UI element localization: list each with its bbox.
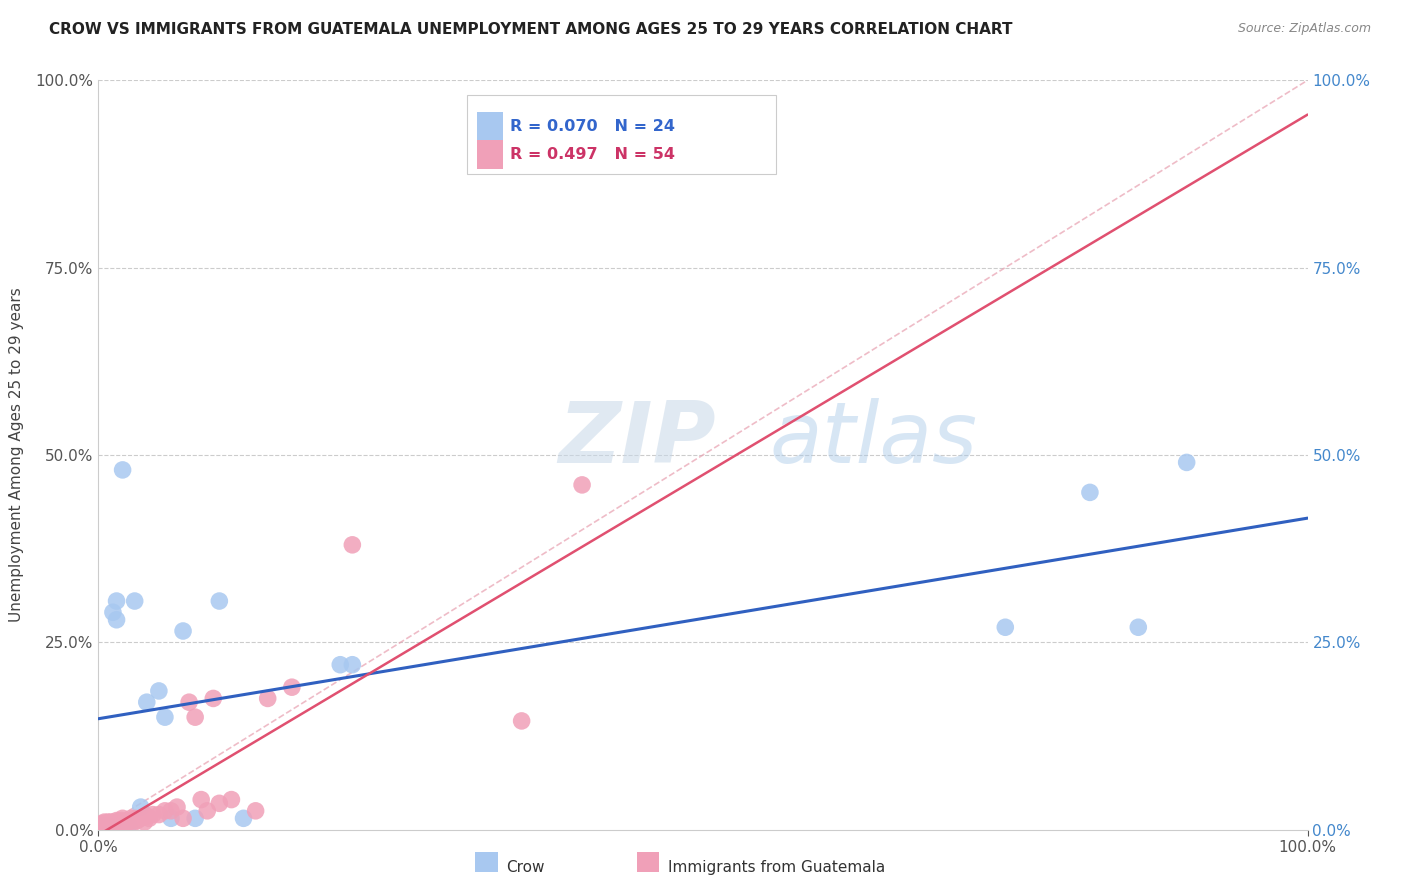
Point bbox=[93, 819, 115, 833]
Point bbox=[118, 815, 141, 830]
Point bbox=[105, 814, 128, 828]
Point bbox=[129, 811, 152, 825]
Text: ZIP: ZIP bbox=[558, 399, 716, 482]
Point bbox=[153, 804, 176, 818]
Point bbox=[571, 478, 593, 492]
Point bbox=[100, 819, 122, 833]
Point bbox=[148, 807, 170, 822]
Point bbox=[1128, 620, 1150, 634]
Point bbox=[91, 816, 114, 830]
Point bbox=[256, 691, 278, 706]
Text: R = 0.497   N = 54: R = 0.497 N = 54 bbox=[509, 147, 675, 161]
Point bbox=[98, 816, 121, 830]
Point bbox=[208, 797, 231, 811]
Point bbox=[153, 710, 176, 724]
Bar bbox=[477, 140, 503, 169]
Point bbox=[202, 691, 225, 706]
Point bbox=[134, 815, 156, 830]
Point bbox=[97, 819, 120, 833]
Point bbox=[160, 811, 183, 825]
Text: atlas: atlas bbox=[769, 399, 977, 482]
Point bbox=[184, 811, 207, 825]
Point bbox=[101, 605, 124, 619]
Point bbox=[118, 819, 141, 833]
Point bbox=[245, 804, 267, 818]
Point bbox=[342, 538, 364, 552]
Point bbox=[97, 815, 120, 830]
Point bbox=[129, 800, 152, 814]
Point bbox=[124, 594, 146, 608]
Point bbox=[124, 811, 146, 825]
Point bbox=[160, 804, 183, 818]
Point bbox=[994, 620, 1017, 634]
Text: Crow: Crow bbox=[506, 860, 544, 874]
Point bbox=[166, 800, 188, 814]
Point bbox=[94, 816, 117, 830]
Point bbox=[90, 819, 112, 833]
Point bbox=[1078, 485, 1101, 500]
Point bbox=[135, 695, 157, 709]
Text: Source: ZipAtlas.com: Source: ZipAtlas.com bbox=[1237, 22, 1371, 36]
Point bbox=[105, 613, 128, 627]
Point bbox=[103, 815, 125, 830]
Point bbox=[101, 816, 124, 830]
Point bbox=[97, 819, 120, 833]
Point bbox=[142, 807, 165, 822]
Point bbox=[510, 714, 533, 728]
Point bbox=[108, 815, 131, 830]
Text: Immigrants from Guatemala: Immigrants from Guatemala bbox=[668, 860, 886, 874]
Point bbox=[184, 710, 207, 724]
Text: CROW VS IMMIGRANTS FROM GUATEMALA UNEMPLOYMENT AMONG AGES 25 TO 29 YEARS CORRELA: CROW VS IMMIGRANTS FROM GUATEMALA UNEMPL… bbox=[49, 22, 1012, 37]
Point bbox=[111, 811, 134, 825]
Point bbox=[195, 804, 218, 818]
Point bbox=[90, 819, 112, 833]
Point bbox=[114, 816, 136, 830]
Point bbox=[1175, 455, 1198, 469]
Point bbox=[105, 816, 128, 830]
Bar bbox=[477, 112, 503, 141]
Point bbox=[110, 814, 132, 828]
Point bbox=[208, 594, 231, 608]
Point bbox=[93, 815, 115, 830]
Point bbox=[96, 819, 118, 833]
Point bbox=[179, 695, 201, 709]
Point bbox=[91, 819, 114, 833]
Point bbox=[108, 816, 131, 830]
Point bbox=[120, 811, 142, 825]
Point bbox=[115, 815, 138, 830]
Point bbox=[121, 816, 143, 830]
Point bbox=[281, 680, 304, 694]
Point bbox=[100, 815, 122, 830]
FancyBboxPatch shape bbox=[467, 95, 776, 174]
Point bbox=[127, 814, 149, 828]
Point bbox=[112, 815, 135, 830]
Point bbox=[138, 811, 160, 825]
Point bbox=[148, 684, 170, 698]
Point bbox=[107, 819, 129, 833]
Point bbox=[100, 819, 122, 833]
Point bbox=[111, 463, 134, 477]
Point bbox=[135, 809, 157, 823]
Point bbox=[104, 816, 127, 830]
Point bbox=[342, 657, 364, 672]
Point bbox=[221, 792, 243, 806]
Point bbox=[232, 811, 254, 825]
Point bbox=[105, 594, 128, 608]
Point bbox=[172, 811, 194, 825]
Text: R = 0.070   N = 24: R = 0.070 N = 24 bbox=[509, 120, 675, 134]
Point bbox=[172, 624, 194, 638]
Point bbox=[190, 792, 212, 806]
Point bbox=[329, 657, 352, 672]
Point bbox=[94, 819, 117, 833]
Y-axis label: Unemployment Among Ages 25 to 29 years: Unemployment Among Ages 25 to 29 years bbox=[10, 287, 24, 623]
